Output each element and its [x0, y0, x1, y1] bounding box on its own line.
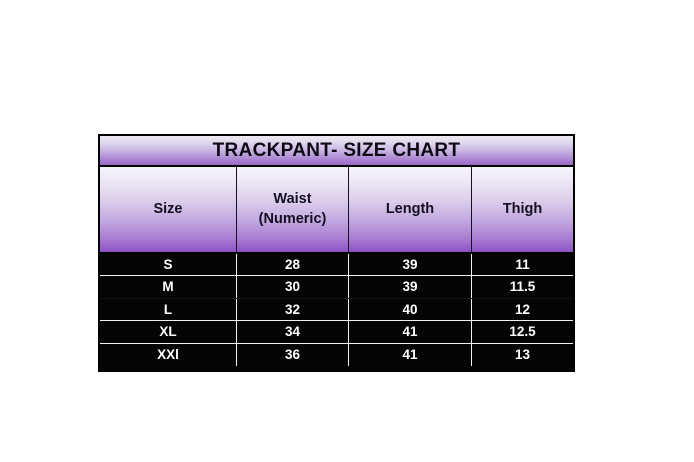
- column-header-size: Size: [100, 167, 237, 252]
- cell-thigh: 11.5: [509, 279, 536, 295]
- cell-thigh: 12: [514, 301, 531, 317]
- cell-size: S: [100, 254, 237, 276]
- column-header-waist: Waist (Numeric): [237, 167, 349, 252]
- cell-thigh: 12.5: [509, 324, 536, 340]
- cell-length: 39: [349, 254, 472, 276]
- column-header-waist-sublabel: (Numeric): [258, 210, 327, 227]
- cell-size: XL: [100, 321, 237, 343]
- table-row: XL 34 41 12.5: [100, 321, 573, 344]
- column-header-length: Length: [349, 167, 472, 252]
- page-title: TRACKPANT- SIZE CHART: [212, 140, 461, 161]
- cell-size: L: [100, 298, 237, 321]
- table-row: XXl 36 41 13: [100, 343, 573, 366]
- table-row: S 28 39 11: [100, 254, 573, 277]
- column-header-length-label: Length: [385, 200, 435, 217]
- cell-size: M: [100, 276, 237, 298]
- cell-length: 40: [349, 298, 472, 321]
- column-header-thigh: Thigh: [472, 167, 573, 252]
- cell-length: 41: [349, 343, 472, 366]
- table-row: M 30 39 11.5: [100, 276, 573, 299]
- cell-size: XXl: [100, 343, 237, 366]
- column-header-waist-label: Waist: [273, 190, 312, 207]
- cell-thigh: 11: [515, 256, 530, 272]
- cell-waist: 36: [237, 343, 349, 366]
- size-chart-table: TRACKPANT- SIZE CHART Size Waist (Numeri…: [98, 134, 575, 372]
- table-row: L 32 40 12: [100, 298, 573, 322]
- cell-waist: 32: [237, 298, 349, 321]
- column-header-size-label: Size: [153, 200, 183, 217]
- column-header-thigh-label: Thigh: [502, 200, 543, 217]
- table-body: S 28 39 11 M 30 39 11.5 L 32 40 12 XL 34…: [100, 254, 573, 366]
- chart-title-bar: TRACKPANT- SIZE CHART: [100, 136, 573, 167]
- cell-thigh: 13: [514, 347, 531, 362]
- cell-waist: 30: [237, 276, 349, 298]
- cell-length: 41: [349, 321, 472, 343]
- cell-length: 39: [349, 276, 472, 298]
- cell-waist: 28: [237, 254, 349, 276]
- cell-waist: 34: [237, 321, 349, 343]
- table-header-row: Size Waist (Numeric) Length Thigh: [100, 167, 573, 254]
